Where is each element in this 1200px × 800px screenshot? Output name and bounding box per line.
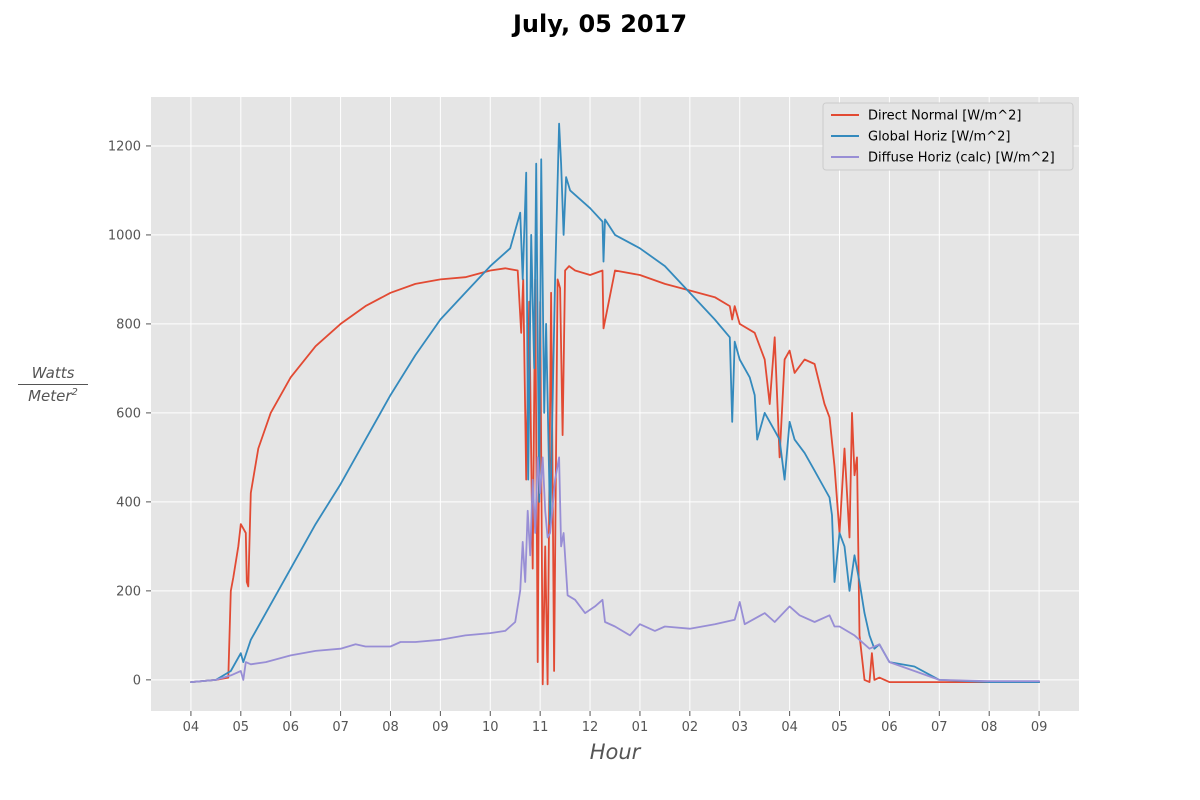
legend-label-2: Diffuse Horiz (calc) [W/m^2] xyxy=(868,151,1055,166)
x-tick-label: 04 xyxy=(183,720,200,735)
legend-box xyxy=(822,102,1074,171)
x-tick-label: 02 xyxy=(682,720,699,735)
y-tick-label: 1200 xyxy=(108,139,141,154)
x-tick-label: 11 xyxy=(532,720,549,735)
x-tick-label: 09 xyxy=(432,720,449,735)
x-tick-label: 05 xyxy=(831,720,848,735)
plot-area xyxy=(151,97,1079,711)
x-axis-ticks: 04 05 06 07 08 09 10 11 12 01 02 03 04 05 06 07 08 09 xyxy=(183,711,1048,735)
x-tick-label: 12 xyxy=(582,720,599,735)
series-line-2 xyxy=(189,456,1040,683)
y-tick-label: 600 xyxy=(116,406,141,421)
y-tick-label: 800 xyxy=(116,317,141,332)
y-tick-label: 1000 xyxy=(108,228,141,243)
chart-title: July, 05 2017 xyxy=(512,10,688,38)
x-tick-label: 06 xyxy=(282,720,299,735)
x-tick-label: 03 xyxy=(731,720,748,735)
y-axis-ticks: 0 200 400 600 800 1000 1200 xyxy=(108,139,151,688)
x-tick-label: 04 xyxy=(781,720,798,735)
x-axis-label: Hour xyxy=(590,740,642,764)
x-tick-label: 07 xyxy=(332,720,349,735)
y-axis-label: Watts Meter2 xyxy=(18,364,88,405)
y-tick-label: 400 xyxy=(116,495,141,510)
x-tick-label: 08 xyxy=(981,720,998,735)
x-tick-label: 05 xyxy=(233,720,250,735)
y-tick-label: 200 xyxy=(116,584,141,599)
x-tick-label: 10 xyxy=(482,720,499,735)
series-line-1 xyxy=(189,122,1040,683)
legend-label-0: Direct Normal [W/m^2] xyxy=(868,109,1021,124)
x-tick-label: 07 xyxy=(931,720,948,735)
y-axis-label-numerator: Watts xyxy=(18,364,88,385)
legend-label-1: Global Horiz [W/m^2] xyxy=(868,130,1010,145)
series-lines xyxy=(189,122,1040,686)
x-tick-label: 01 xyxy=(632,720,649,735)
series-line-0 xyxy=(189,265,1040,686)
x-tick-label: 08 xyxy=(382,720,399,735)
x-tick-label: 09 xyxy=(1031,720,1048,735)
x-tick-label: 06 xyxy=(881,720,898,735)
y-axis-label-denominator: Meter2 xyxy=(28,387,78,405)
legend: Direct Normal [W/m^2] Global Horiz [W/m^2… xyxy=(822,102,1074,171)
y-tick-label: 0 xyxy=(133,673,141,688)
